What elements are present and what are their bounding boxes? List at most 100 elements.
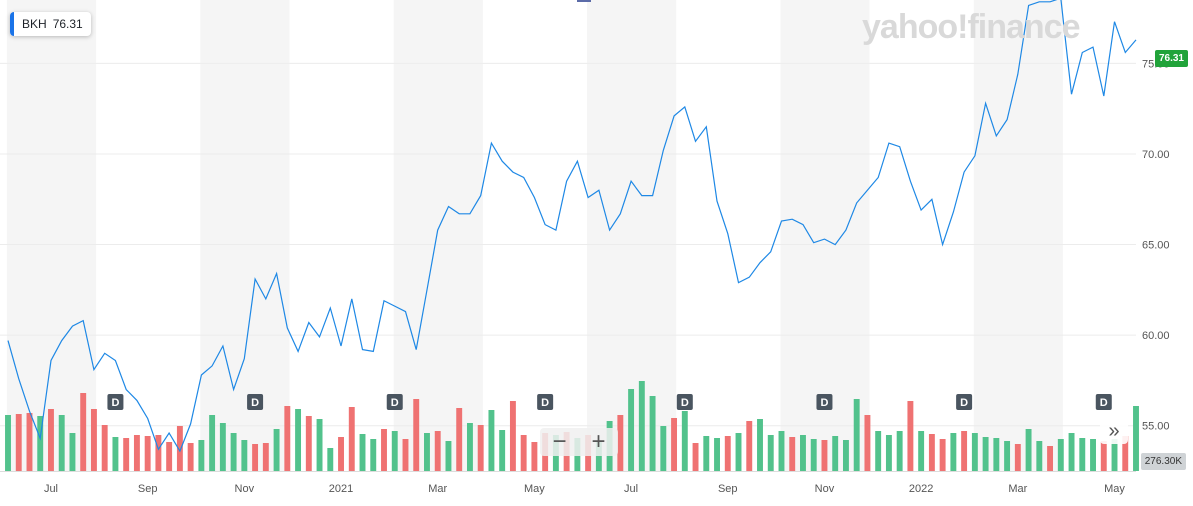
volume-bar — [757, 419, 763, 471]
dividend-marker[interactable] — [107, 394, 124, 410]
volume-bar — [660, 426, 667, 471]
dividend-marker-label: D — [820, 397, 828, 409]
volume-bar — [714, 438, 720, 471]
dividend-marker-label: D — [1100, 397, 1108, 409]
volume-bar — [338, 437, 344, 471]
volume-bar — [1047, 446, 1054, 471]
volume-bar — [90, 409, 97, 471]
volume-bar — [1057, 439, 1064, 471]
price-tick-label: 55.00 — [1142, 421, 1170, 433]
volume-bar — [1133, 406, 1139, 471]
time-tick-label: Sep — [718, 483, 738, 495]
volume-bar — [800, 435, 806, 471]
volume-bar — [950, 433, 957, 471]
volume-bar — [778, 431, 785, 471]
volume-bar — [907, 401, 914, 471]
volume-bar — [961, 431, 968, 471]
volume-bar — [316, 419, 323, 471]
volume-bar — [166, 442, 173, 471]
dividend-marker[interactable] — [537, 394, 554, 410]
volume-bar — [133, 435, 140, 471]
time-tick-label: 2022 — [909, 483, 933, 495]
volume-bar — [144, 436, 151, 471]
volume-bar — [531, 442, 538, 471]
time-tick-label: Jul — [624, 483, 638, 495]
volume-bar — [445, 441, 452, 471]
dividend-marker[interactable] — [247, 394, 264, 410]
volume-bar — [295, 409, 302, 471]
dividend-marker-label: D — [960, 397, 968, 409]
volume-bar — [499, 430, 506, 471]
month-bands — [6, 0, 1063, 471]
volume-bar — [348, 407, 355, 471]
volume-bar — [1025, 429, 1032, 471]
top-scroll-mark — [577, 0, 591, 2]
volume-bar — [735, 433, 742, 471]
time-axis-labels: Jul Sep Nov 2021 Mar May Jul Sep Nov 2022 Mar May — [0, 471, 1136, 495]
volume-bar — [1111, 439, 1118, 471]
volume-bar — [918, 431, 925, 471]
dividend-marker[interactable] — [816, 394, 833, 410]
volume-bar — [671, 418, 678, 471]
volume-bar — [789, 437, 796, 471]
month-band — [6, 0, 97, 471]
dividend-marker[interactable] — [1095, 394, 1112, 410]
volume-bar — [402, 439, 409, 471]
volume-bar — [359, 434, 366, 471]
volume-bar — [155, 435, 162, 471]
time-tick-label: Mar — [1008, 483, 1027, 495]
time-tick-label: Jul — [44, 483, 58, 495]
volume-bar — [230, 433, 237, 471]
ticker-price: 76.31 — [52, 17, 83, 31]
volume-bar — [1100, 441, 1107, 471]
volume-bar — [15, 414, 22, 471]
volume-bar — [821, 440, 828, 471]
volume-bar — [853, 399, 860, 471]
volume-bar — [939, 439, 946, 471]
volume-bar — [252, 444, 259, 471]
price-tick-label: 60.00 — [1142, 330, 1170, 342]
volume-bar — [58, 415, 65, 471]
next-range-button[interactable]: » — [1100, 420, 1128, 444]
time-tick-label: Nov — [815, 483, 835, 495]
ticker-badge[interactable]: BKH 76.31 — [10, 12, 91, 36]
volume-bar — [1004, 441, 1011, 471]
volume-bar — [767, 435, 774, 471]
volume-bar — [69, 433, 76, 471]
zoom-controls: − + — [540, 428, 618, 456]
volume-bar — [101, 425, 108, 471]
dividend-marker-label: D — [391, 397, 399, 409]
series-color-swatch — [10, 12, 14, 36]
volume-bar — [617, 415, 624, 471]
volume-bar — [187, 443, 194, 471]
volume-bar — [681, 411, 688, 471]
volume-bar — [305, 416, 312, 471]
volume-bar — [123, 438, 130, 471]
volume-bar — [595, 441, 602, 471]
volume-bar — [176, 426, 183, 471]
volume-bar — [1014, 444, 1021, 471]
dividend-marker-label: D — [541, 397, 549, 409]
volume-bar — [842, 440, 849, 471]
dividend-marker[interactable] — [386, 394, 403, 410]
month-band — [780, 0, 870, 471]
month-band — [973, 0, 1063, 471]
volume-bar — [509, 401, 516, 471]
volume-bar — [520, 435, 527, 471]
volume-bar — [896, 431, 903, 471]
volume-bar — [413, 399, 420, 471]
dividend-marker[interactable] — [676, 394, 693, 410]
volume-bar — [273, 429, 280, 471]
zoom-in-button[interactable]: + — [591, 428, 606, 455]
month-band — [393, 0, 483, 471]
volume-bar — [1079, 438, 1086, 471]
price-tick-label: 65.00 — [1142, 240, 1170, 252]
volume-bar — [488, 410, 495, 471]
volume-bar — [832, 436, 839, 471]
dividend-marker[interactable] — [956, 394, 973, 410]
volume-bar — [477, 425, 484, 471]
volume-bar — [864, 415, 871, 471]
zoom-out-button[interactable]: − — [552, 428, 567, 455]
volume-bar — [875, 431, 882, 471]
